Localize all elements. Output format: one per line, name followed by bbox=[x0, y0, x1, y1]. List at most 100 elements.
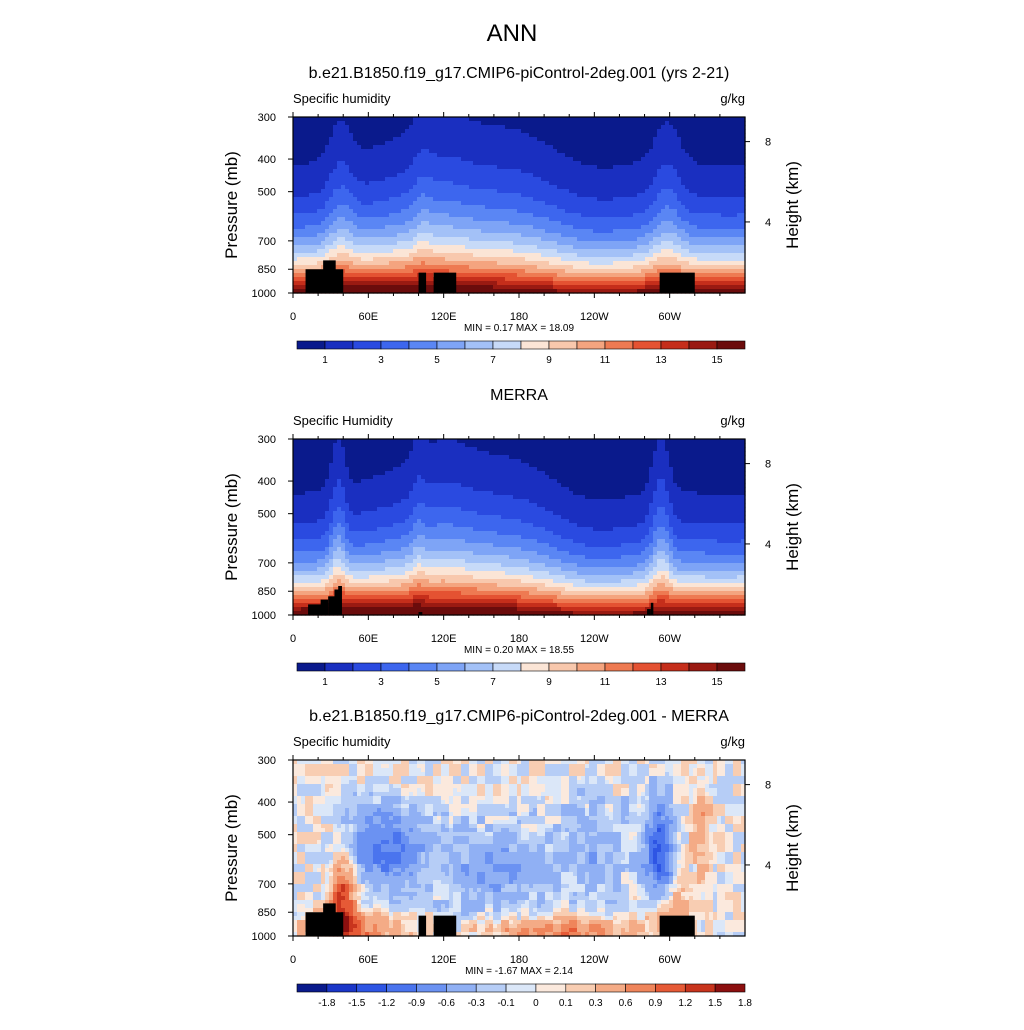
y-tick-label: 400 bbox=[258, 797, 276, 809]
colorbar-label: 0.3 bbox=[589, 998, 603, 1009]
colorbar-label: 7 bbox=[490, 355, 496, 366]
colorbar-label: 15 bbox=[711, 677, 723, 688]
colorbar-label: 1 bbox=[322, 677, 328, 688]
x-tick-label: 60W bbox=[658, 311, 681, 323]
units-label: g/kg bbox=[720, 413, 745, 428]
x-tick-label: 120W bbox=[580, 633, 609, 645]
y-tick-label: 300 bbox=[258, 112, 276, 124]
y-tick-label: 500 bbox=[258, 187, 276, 199]
colorbar-label: 1.2 bbox=[678, 998, 692, 1009]
y2-tick-label: 4 bbox=[765, 860, 771, 872]
colorbar-label: -0.3 bbox=[468, 998, 486, 1009]
colorbar-label: 1.5 bbox=[708, 998, 722, 1009]
heatmap-field bbox=[293, 117, 746, 294]
colorbar-label: 0.1 bbox=[559, 998, 573, 1009]
colorbar-label: 11 bbox=[600, 355, 611, 366]
x-tick-label: 60E bbox=[359, 311, 379, 323]
y-tick-label: 1000 bbox=[252, 610, 276, 622]
x-tick-label: 120E bbox=[431, 954, 457, 966]
y-axis-label: Pressure (mb) bbox=[222, 473, 241, 581]
units-label: g/kg bbox=[720, 734, 745, 749]
chart-panel-3: 0 60E 120E 180 120W 60W 300 400 500 700 850 1000 8 4 b… bbox=[0, 700, 1024, 1030]
x-tick-label: 0 bbox=[290, 633, 296, 645]
y2-tick-label: 8 bbox=[765, 137, 771, 149]
colorbar-label: -0.6 bbox=[438, 998, 456, 1009]
chart-panel-1: 0 60E 120E 180 120W 60W 300 400 500 700 850 1000 8 4 b… bbox=[0, 57, 1024, 387]
y-tick-label: 500 bbox=[258, 509, 276, 521]
colorbar-label: -1.2 bbox=[378, 998, 396, 1009]
y-tick-label: 1000 bbox=[252, 288, 276, 300]
colorbar-label: 5 bbox=[434, 677, 440, 688]
y-tick-label: 300 bbox=[258, 755, 276, 767]
colorbar-label: 15 bbox=[711, 355, 723, 366]
x-tick-label: 60E bbox=[359, 633, 379, 645]
y-tick-label: 850 bbox=[258, 907, 276, 919]
y2-axis-label: Height (km) bbox=[783, 804, 802, 892]
panel-title: b.e21.B1850.f19_g17.CMIP6-piControl-2deg… bbox=[309, 708, 729, 725]
x-tick-label: 120W bbox=[580, 311, 609, 323]
left-label: Specific humidity bbox=[293, 734, 391, 749]
colorbar-label: 0.9 bbox=[648, 998, 662, 1009]
x-tick-label: 120W bbox=[580, 954, 609, 966]
y-axis-label: Pressure (mb) bbox=[222, 794, 241, 902]
y-tick-label: 500 bbox=[258, 830, 276, 842]
y-tick-label: 700 bbox=[258, 558, 276, 570]
y-axis-label: Pressure (mb) bbox=[222, 151, 241, 259]
heatmap-field bbox=[293, 760, 746, 937]
x-tick-label: 180 bbox=[510, 954, 528, 966]
y-tick-label: 700 bbox=[258, 236, 276, 248]
main-title: ANN bbox=[0, 20, 1024, 48]
colorbar-label: 0 bbox=[533, 998, 539, 1009]
colorbar-label: 11 bbox=[600, 677, 611, 688]
y2-axis-label: Height (km) bbox=[783, 161, 802, 249]
x-tick-label: 120E bbox=[431, 633, 457, 645]
y-tick-label: 1000 bbox=[252, 931, 276, 943]
colorbar-label: 7 bbox=[490, 677, 496, 688]
colorbar-label: -1.5 bbox=[348, 998, 366, 1009]
x-tick-label: 60W bbox=[658, 954, 681, 966]
colorbar-label: 1.8 bbox=[738, 998, 752, 1009]
x-tick-label: 0 bbox=[290, 311, 296, 323]
y2-axis-label: Height (km) bbox=[783, 483, 802, 571]
y2-tick-label: 4 bbox=[765, 539, 771, 551]
colorbar-label: -1.8 bbox=[318, 998, 336, 1009]
x-tick-label: 120E bbox=[431, 311, 457, 323]
y-tick-label: 300 bbox=[258, 434, 276, 446]
panel-title: MERRA bbox=[490, 387, 548, 404]
colorbar-label: 1 bbox=[322, 355, 328, 366]
y-tick-label: 850 bbox=[258, 586, 276, 598]
min-max-stats: MIN = 0.17 MAX = 18.09 bbox=[464, 323, 574, 334]
min-max-stats: MIN = -1.67 MAX = 2.14 bbox=[465, 966, 573, 977]
y2-tick-label: 8 bbox=[765, 780, 771, 792]
y-tick-label: 700 bbox=[258, 879, 276, 891]
colorbar: -1.8 -1.5 -1.2 -0.9 -0.6 -0.3 -0.1 0 0.1 0.3 0.6 0.… bbox=[297, 984, 752, 1009]
colorbar-label: 0.6 bbox=[619, 998, 633, 1009]
y-tick-label: 400 bbox=[258, 154, 276, 166]
left-label: Specific Humidity bbox=[293, 413, 393, 428]
colorbar-label: -0.9 bbox=[408, 998, 426, 1009]
colorbar-label: 13 bbox=[655, 677, 667, 688]
colorbar-label: 3 bbox=[378, 677, 384, 688]
heatmap-field bbox=[293, 439, 746, 616]
colorbar-label: 5 bbox=[434, 355, 440, 366]
x-tick-label: 180 bbox=[510, 311, 528, 323]
colorbar-label: -0.1 bbox=[497, 998, 515, 1009]
y-tick-label: 850 bbox=[258, 264, 276, 276]
x-tick-label: 0 bbox=[290, 954, 296, 966]
left-label: Specific humidity bbox=[293, 91, 391, 106]
colorbar-label: 3 bbox=[378, 355, 384, 366]
min-max-stats: MIN = 0.20 MAX = 18.55 bbox=[464, 645, 574, 656]
units-label: g/kg bbox=[720, 91, 745, 106]
panel-title: b.e21.B1850.f19_g17.CMIP6-piControl-2deg… bbox=[309, 65, 730, 82]
x-tick-label: 60E bbox=[359, 954, 379, 966]
y-tick-label: 400 bbox=[258, 476, 276, 488]
y2-tick-label: 4 bbox=[765, 217, 771, 229]
colorbar-label: 9 bbox=[546, 355, 552, 366]
x-tick-label: 180 bbox=[510, 633, 528, 645]
x-tick-label: 60W bbox=[658, 633, 681, 645]
colorbar-label: 13 bbox=[655, 355, 667, 366]
colorbar-label: 9 bbox=[546, 677, 552, 688]
